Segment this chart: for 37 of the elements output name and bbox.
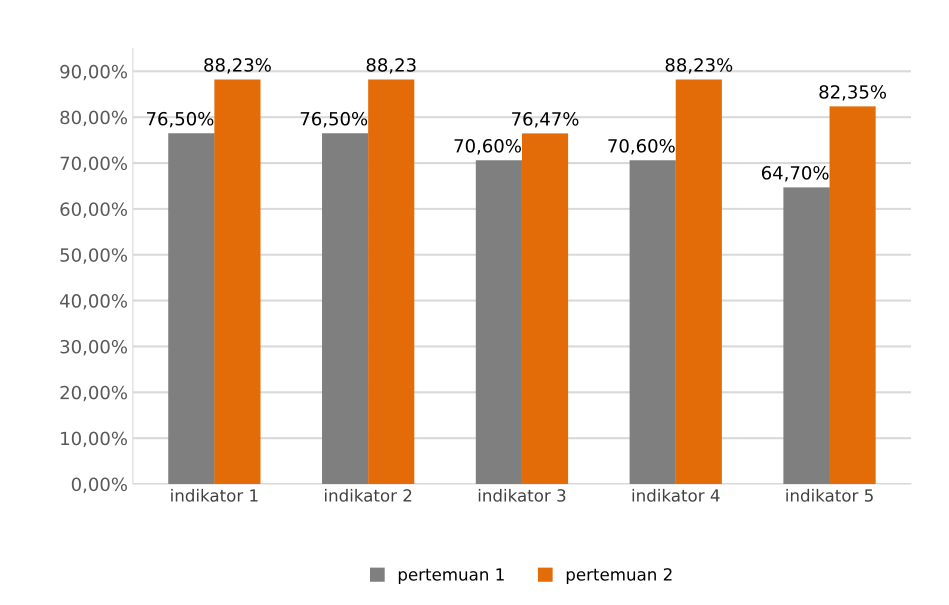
y-tick-label: 0,00%: [72, 477, 128, 493]
data-label: 76,47%: [512, 112, 578, 128]
y-tick-label: 70,00%: [60, 156, 128, 172]
data-label: 70,60%: [608, 138, 675, 154]
bar: [522, 133, 568, 484]
data-label: 76,50%: [300, 112, 368, 128]
x-tick-label: indikator 5: [786, 488, 873, 502]
y-tick-label: 40,00%: [60, 294, 128, 310]
data-label: 76,50%: [147, 112, 214, 128]
x-tick-label: indikator 2: [325, 488, 412, 502]
x-tick-label: indikator 1: [171, 488, 258, 502]
legend-label: pertemuan 1: [398, 568, 504, 584]
data-label: 82,35%: [819, 85, 886, 101]
bar: [630, 160, 676, 484]
bar: [676, 79, 722, 484]
legend-label: pertemuan 2: [566, 568, 672, 584]
data-label: 88,23%: [666, 58, 732, 74]
y-tick-label: 30,00%: [60, 340, 128, 356]
y-tick-label: 90,00%: [60, 64, 128, 80]
y-tick-label: 10,00%: [61, 432, 128, 448]
bar: [214, 79, 261, 484]
bar: [168, 133, 214, 484]
x-tick-label: indikator 3: [478, 488, 566, 502]
bar: [476, 160, 522, 484]
bar: [783, 187, 830, 484]
y-tick-label: 50,00%: [60, 248, 128, 264]
y-tick-label: 80,00%: [60, 110, 128, 126]
bar: [368, 79, 414, 484]
y-tick-label: 20,00%: [60, 386, 128, 402]
bar: [322, 133, 368, 484]
data-label: 88,23: [366, 58, 416, 74]
bar: [830, 106, 876, 484]
data-label: 88,23%: [204, 58, 271, 74]
data-label: 64,70%: [762, 166, 829, 182]
x-tick-label: indikator 4: [632, 488, 720, 502]
y-tick-label: 60,00%: [60, 202, 128, 218]
data-label: 70,60%: [454, 138, 521, 154]
